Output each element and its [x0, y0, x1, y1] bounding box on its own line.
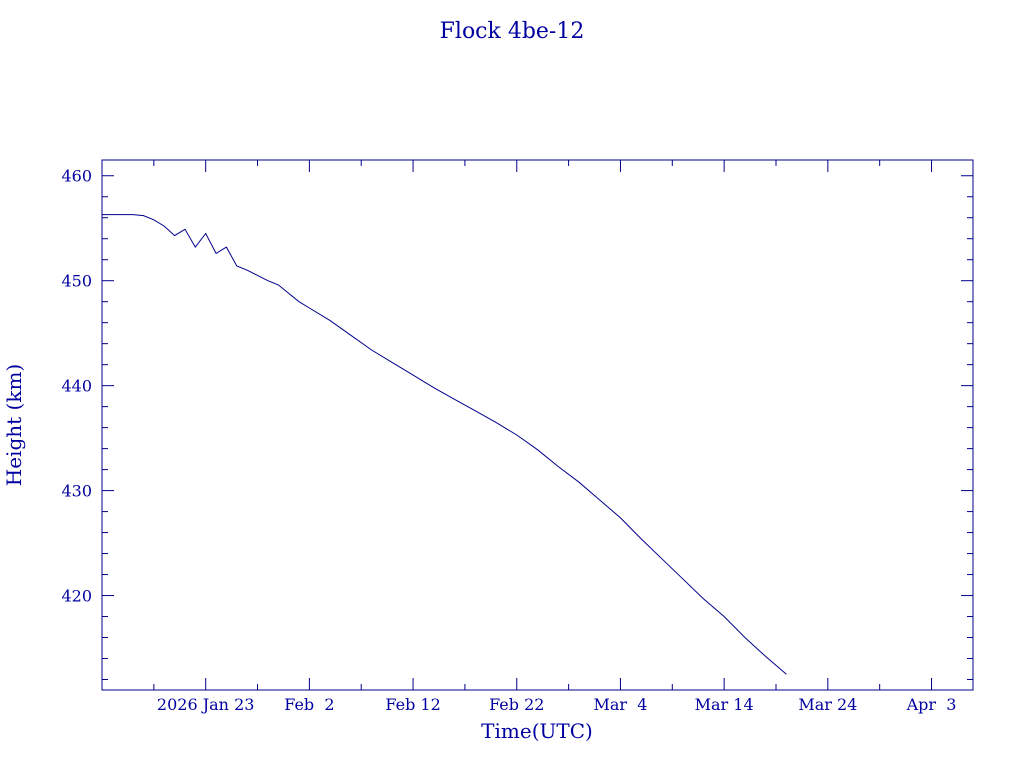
- x-tick-label: Apr 3: [906, 695, 957, 714]
- x-tick-label: Feb 12: [385, 695, 440, 714]
- x-tick-label: Feb 2: [284, 695, 334, 714]
- y-tick-label: 450: [61, 272, 92, 291]
- y-tick-label: 420: [61, 587, 92, 606]
- y-tick-label: 430: [61, 482, 92, 501]
- y-tick-label: 460: [61, 167, 92, 186]
- x-axis-label: Time(UTC): [481, 719, 593, 743]
- y-axis-label: Height (km): [2, 364, 26, 486]
- height-series-line: [102, 214, 787, 675]
- x-tick-label: Mar 14: [695, 695, 754, 714]
- chart-title: Flock 4be-12: [440, 19, 585, 44]
- x-tick-label: Feb 22: [489, 695, 544, 714]
- plot-frame: [101, 159, 974, 691]
- x-tick-label: Mar 24: [798, 695, 857, 714]
- y-axis: 420 430 440 450 460: [61, 167, 973, 681]
- x-tick-label: Mar 4: [593, 695, 647, 714]
- y-tick-label: 440: [61, 377, 92, 396]
- x-tick-label: 2026 Jan 23: [157, 695, 255, 714]
- x-axis: 2026 Jan 23 Feb 2 Feb 12 Feb 22 Mar 4 Mar 14 M…: [101, 160, 957, 714]
